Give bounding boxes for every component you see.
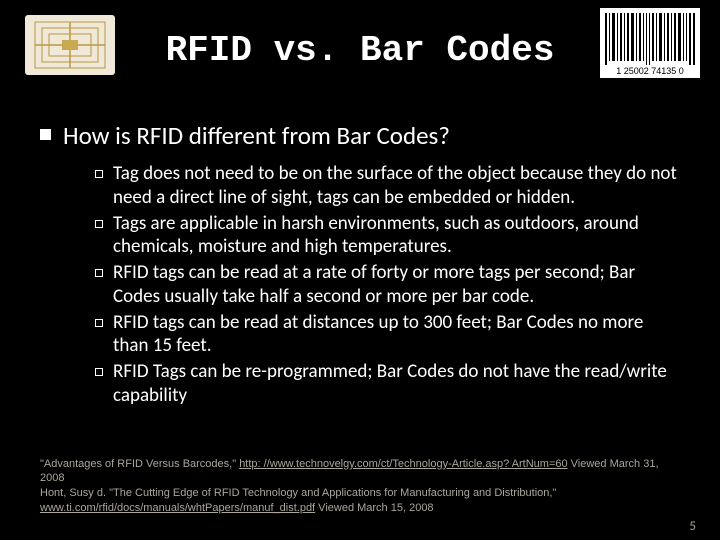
slide-title: RFID vs. Bar Codes [0, 30, 720, 71]
list-item: Tags are applicable in harsh environment… [95, 212, 680, 260]
bullet-outline-icon [95, 220, 103, 228]
ref1-link[interactable]: http: //www.technovelgy.com/ct/Technolog… [239, 458, 567, 470]
bullet-text: RFID Tags can be re-programmed; Bar Code… [113, 360, 680, 408]
main-question: How is RFID different from Bar Codes? [63, 120, 450, 151]
bullet-outline-icon [95, 319, 103, 327]
bullet-square-icon [40, 129, 51, 140]
ref1-prefix: "Advantages of RFID Versus Barcodes," [40, 458, 239, 470]
main-question-row: How is RFID different from Bar Codes? [40, 120, 690, 151]
bullet-outline-icon [95, 170, 103, 178]
ref2-text: Hont, Susy d. "The Cutting Edge of RFID … [40, 487, 556, 499]
ref2-link[interactable]: www.ti.com/rfid/docs/manuals/whtPapers/m… [40, 502, 315, 514]
bullet-text: Tags are applicable in harsh environment… [113, 212, 680, 260]
page-number: 5 [689, 519, 696, 534]
references: "Advantages of RFID Versus Barcodes," ht… [40, 457, 680, 516]
bullet-text: RFID tags can be read at distances up to… [113, 311, 680, 359]
bullet-text: Tag does not need to be on the surface o… [113, 162, 680, 210]
list-item: RFID tags can be read at distances up to… [95, 311, 680, 359]
list-item: RFID Tags can be re-programmed; Bar Code… [95, 360, 680, 408]
bullet-outline-icon [95, 368, 103, 376]
list-item: RFID tags can be read at a rate of forty… [95, 261, 680, 309]
list-item: Tag does not need to be on the surface o… [95, 162, 680, 210]
bullet-text: RFID tags can be read at a rate of forty… [113, 261, 680, 309]
ref2-suffix: Viewed March 15, 2008 [315, 502, 433, 514]
bullet-outline-icon [95, 269, 103, 277]
sub-bullet-list: Tag does not need to be on the surface o… [95, 162, 680, 410]
